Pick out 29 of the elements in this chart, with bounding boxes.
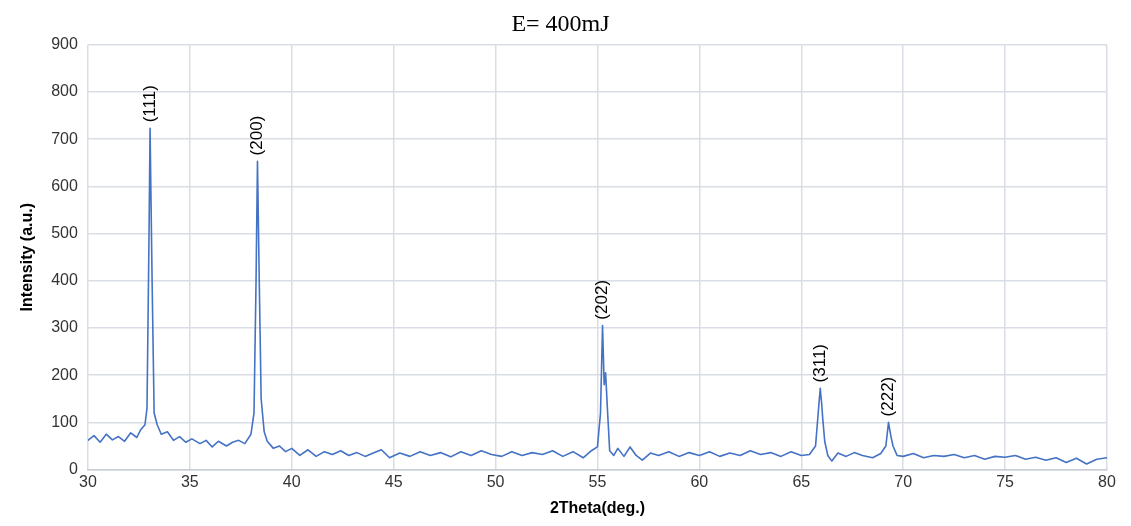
x-tick-label: 50 — [486, 472, 505, 490]
x-tick-label: 40 — [282, 472, 301, 490]
annotation: (200) — [247, 115, 267, 156]
x-tick-label: 55 — [588, 472, 607, 490]
x-tick-label: 30 — [79, 472, 97, 490]
y-tick-label: 200 — [51, 365, 78, 383]
y-tick-label: 600 — [51, 176, 78, 194]
x-tick-label: 60 — [690, 472, 709, 490]
annotation: (111) — [139, 85, 159, 123]
y-tick-label: 900 — [51, 35, 78, 53]
y-tick-label: 500 — [51, 224, 78, 242]
annotation: (311) — [809, 343, 829, 383]
chart-title: E= 400mJ — [511, 9, 610, 36]
y-tick-label: 300 — [51, 318, 78, 336]
annotation: (202) — [592, 279, 612, 320]
y-tick-label: 700 — [51, 129, 78, 147]
x-tick-label: 45 — [384, 472, 403, 490]
y-tick-label: 400 — [51, 271, 78, 289]
x-tick-label: 65 — [792, 472, 811, 490]
x-axis-title: 2Theta(deg.) — [549, 498, 646, 516]
x-tick-label: 35 — [180, 472, 199, 490]
y-tick-label: 0 — [68, 460, 78, 478]
y-axis-title: Intensity (a.u.) — [18, 202, 36, 312]
annotation: (222) — [878, 376, 898, 417]
y-tick-label: 800 — [51, 82, 78, 100]
x-tick-label: 70 — [894, 472, 913, 490]
y-tick-label: 100 — [51, 412, 78, 430]
x-tick-label: 80 — [1098, 472, 1116, 490]
x-tick-label: 75 — [996, 472, 1015, 490]
